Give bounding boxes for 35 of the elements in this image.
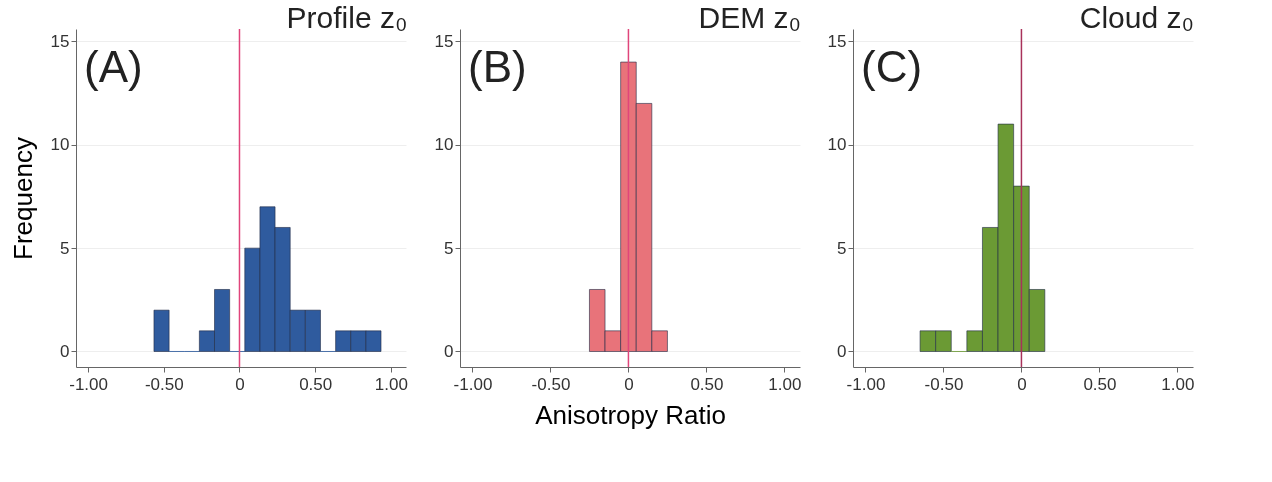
chart-title: Profile z₀ [286, 1, 408, 35]
chart-title: DEM z₀ [698, 1, 801, 35]
annotation: (A) [84, 42, 143, 91]
x-tick-label: -1.00 [453, 374, 493, 394]
x-tick-label: -0.50 [144, 374, 184, 394]
x-tick-label: 0.50 [1083, 374, 1117, 394]
x-tick-label: 0 [1017, 374, 1027, 394]
x-tick-label: 1.00 [768, 374, 802, 394]
annotation: (B) [468, 42, 527, 91]
y-tick-label: 0 [60, 342, 70, 361]
y-tick-label: 5 [837, 238, 847, 258]
y-tick-label: 15 [434, 31, 454, 51]
x-tick-label: 1.00 [1161, 374, 1195, 394]
x-tick-label: -0.50 [531, 374, 571, 394]
chart-title: Cloud z₀ [1079, 1, 1194, 35]
y-tick-label: 10 [434, 135, 454, 155]
y-tick-label: 5 [60, 238, 70, 258]
x-tick-label: 0 [624, 374, 634, 394]
y-tick-label: 10 [827, 135, 847, 155]
x-tick-label: 1.00 [374, 374, 408, 394]
x-tick-label: 0.50 [299, 374, 333, 394]
x-axis-title: Anisotropy Ratio [535, 399, 726, 430]
y-tick-label: 15 [50, 31, 70, 51]
x-tick-label: 0.50 [690, 374, 724, 394]
annotation: (C) [861, 42, 923, 91]
x-tick-label: -0.50 [924, 374, 964, 394]
y-tick-label: 0 [837, 342, 847, 361]
y-tick-label: 15 [827, 31, 847, 51]
y-tick-label: 5 [444, 238, 454, 258]
y-tick-label: 10 [50, 135, 70, 155]
x-tick-label: 0 [235, 374, 245, 394]
y-axis-title: Frequency [7, 137, 38, 260]
y-tick-label: 0 [444, 342, 454, 361]
x-tick-label: -1.00 [846, 374, 886, 394]
x-tick-label: -1.00 [69, 374, 108, 394]
